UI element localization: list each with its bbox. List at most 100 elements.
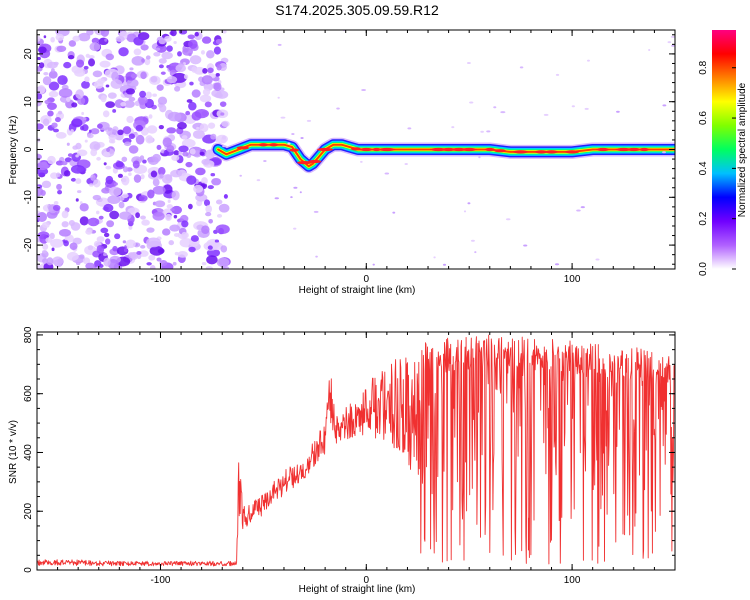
noise-blob (79, 216, 89, 226)
noise-blob (181, 220, 189, 228)
noise-blob (55, 160, 64, 166)
spectrogram-y-tick-label: 20 (23, 48, 34, 60)
noise-blob (125, 88, 136, 95)
speckle (433, 256, 436, 259)
noise-blob (70, 164, 85, 174)
noise-blob (216, 214, 223, 218)
noise-blob (37, 159, 41, 164)
colorbar: 0.0 0.2 0.4 0.6 0.8 Normalized spectral ampl… (698, 30, 748, 276)
noise-blob (220, 112, 225, 116)
noise-blob (201, 177, 208, 185)
noise-blob (174, 86, 181, 92)
noise-blob (188, 52, 192, 57)
noise-blob (87, 133, 94, 139)
noise-blob (49, 232, 55, 240)
noise-blob (196, 126, 200, 130)
noise-blob (165, 213, 172, 222)
noise-blob (92, 70, 103, 78)
track-hotspot (545, 150, 558, 154)
noise-blob (83, 65, 89, 70)
snr-x-tick-label: 0 (364, 575, 370, 586)
spectrogram-y-tick-label: 0 (23, 146, 34, 152)
noise-blob (96, 244, 105, 255)
noise-blob (101, 187, 111, 194)
noise-blob (118, 47, 129, 57)
snr-x-label: Height of straight line (km) (299, 584, 416, 595)
speckle (280, 116, 286, 119)
noise-blob (90, 174, 96, 181)
track-hotspot (317, 147, 334, 152)
noise-blob (173, 232, 180, 237)
speckle (407, 127, 412, 130)
noise-blob (174, 251, 179, 256)
noise-blob (45, 237, 53, 243)
noise-blob (140, 244, 146, 249)
noise-blob (169, 224, 181, 232)
noise-blob (104, 38, 108, 42)
speckle (480, 130, 484, 133)
colorbar-tick-label: 0.0 (698, 262, 709, 276)
spectrogram-x-tick-label: -100 (150, 274, 170, 285)
noise-blob (178, 145, 189, 153)
noise-blob (100, 95, 107, 103)
noise-blob (71, 118, 83, 128)
speckle (361, 89, 366, 92)
noise-blob (79, 254, 85, 259)
noise-blob (50, 238, 64, 248)
noise-blob (159, 260, 168, 267)
speckle (306, 119, 312, 122)
noise-blob (103, 151, 111, 158)
spectrogram-x-axis: -100 0 100 (36, 30, 676, 285)
speckle (467, 202, 471, 205)
noise-blob (187, 203, 193, 210)
noise-blob (98, 215, 104, 220)
noise-blob (138, 98, 146, 106)
noise-blob (128, 145, 139, 154)
noise-blob (133, 36, 144, 46)
speckle (554, 263, 560, 266)
noise-blob (181, 138, 196, 148)
noise-blob (215, 73, 220, 77)
noise-blob (193, 184, 204, 193)
speckle (470, 239, 475, 242)
noise-blob (210, 133, 217, 140)
track-hotspot (441, 147, 456, 152)
noise-blob (152, 93, 157, 97)
noise-blob (70, 177, 77, 182)
colorbar-label: Normalized spectral amplitude (737, 82, 748, 217)
noise-blob (122, 126, 132, 135)
noise-blob (67, 153, 73, 157)
colorbar-tick-label: 0.6 (698, 111, 709, 125)
speckle (293, 186, 298, 189)
noise-blob (46, 257, 54, 266)
noise-blob (47, 102, 57, 111)
noise-blob (200, 50, 205, 55)
noise-blob (195, 167, 206, 176)
noise-blob (126, 115, 134, 124)
noise-blob (103, 257, 111, 267)
noise-blob (145, 55, 151, 60)
noise-blob (152, 178, 160, 187)
noise-blob (37, 56, 41, 61)
spectrogram-y-label: Frequency (Hz) (8, 116, 19, 185)
speckle (555, 73, 560, 76)
noise-blob (91, 37, 100, 44)
noise-blob (177, 250, 188, 258)
noise-blob (189, 55, 202, 65)
noise-blob (132, 160, 140, 169)
colorbar-tick-label: 0.2 (698, 211, 709, 225)
spectrogram-x-tick-label: 100 (564, 274, 581, 285)
speckle (315, 255, 318, 258)
noise-blob (173, 150, 180, 156)
noise-blob (37, 46, 47, 54)
noise-blob (173, 214, 178, 219)
noise-blob (43, 72, 49, 76)
noise-blob (145, 135, 154, 144)
noise-blob (66, 142, 70, 146)
noise-blob (37, 123, 44, 130)
noise-blob (157, 167, 166, 176)
noise-blob (89, 42, 101, 52)
noise-blob (71, 102, 78, 108)
noise-blob (140, 44, 149, 51)
